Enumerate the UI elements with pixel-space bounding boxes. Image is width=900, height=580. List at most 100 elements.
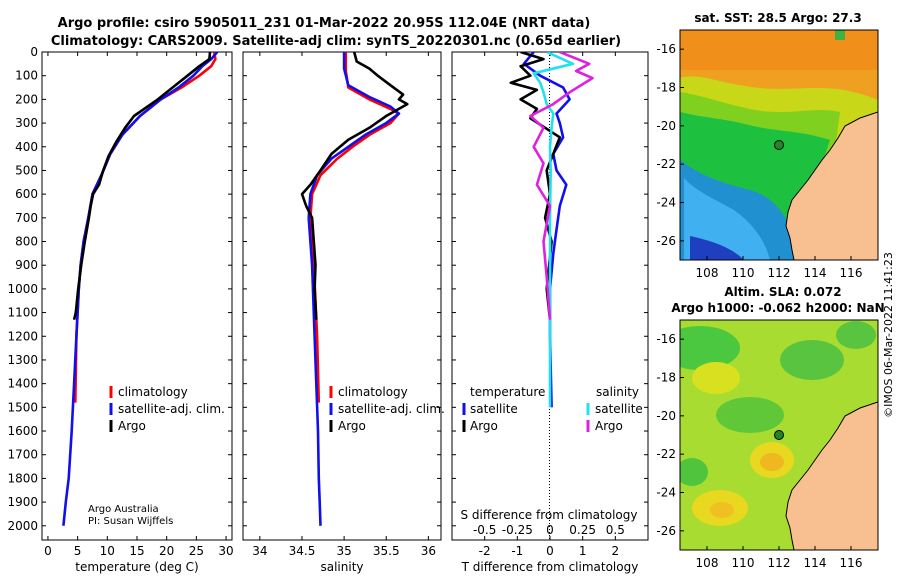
series-argo — [300, 52, 409, 320]
salinity-axes-frame — [242, 51, 442, 541]
lat-tick-label: -20 — [656, 409, 676, 423]
y-tick-label: 500 — [15, 163, 38, 177]
x-tick-label: 5 — [74, 544, 82, 558]
sst-argo-marker — [774, 140, 784, 150]
lat-tick-label: -22 — [656, 447, 676, 461]
credit-line1: Argo Australia — [88, 504, 159, 515]
lon-tick-label: 112 — [768, 556, 791, 570]
y-tick-label: 1700 — [7, 448, 38, 462]
legend-label-satellite: satellite-adj. clim. — [338, 402, 445, 416]
legend-title-temperature: temperature — [470, 385, 545, 399]
legend-label-argo: Argo — [338, 419, 366, 433]
legend-label-t-argo: Argo — [470, 419, 498, 433]
sst-map: sat. SST: 28.5 Argo: 27.3 108 110 112 114 11… — [656, 11, 879, 280]
x-tick-label: 25 — [189, 544, 204, 558]
series-s-satellite — [532, 52, 575, 408]
x-tick-label: 0 — [546, 544, 554, 558]
sla-map-image — [680, 320, 878, 550]
y-tick-label: 2000 — [7, 519, 38, 533]
temperature-legend: climatology satellite-adj. clim. Argo — [109, 385, 225, 433]
s-tick-label: 0 — [546, 523, 554, 537]
figure-title-line2: Climatology: CARS2009. Satellite-adj cli… — [51, 34, 621, 49]
y-tick-label: 1600 — [7, 424, 38, 438]
y-tick-label: 100 — [15, 69, 38, 83]
y-tick-label: 800 — [15, 235, 38, 249]
series-s-argo — [529, 52, 594, 320]
legend-label-argo: Argo — [118, 419, 146, 433]
lat-tick-label: -24 — [656, 196, 676, 210]
y-tick-label: 1100 — [7, 306, 38, 320]
x-tick-label: 2 — [612, 544, 620, 558]
lon-tick-label: 110 — [732, 556, 755, 570]
lat-tick-label: -26 — [656, 524, 676, 538]
y-tick-label: 1300 — [7, 353, 38, 367]
legend-label-satellite: satellite-adj. clim. — [118, 402, 225, 416]
sla-argo-marker — [774, 430, 784, 440]
y-tick-label: 1900 — [7, 495, 38, 509]
lon-tick-label: 114 — [804, 266, 827, 280]
legend-label-t-satellite: satellite — [470, 402, 518, 416]
sst-map-title: sat. SST: 28.5 Argo: 27.3 — [694, 11, 861, 25]
temperature-xlabel: temperature (deg C) — [75, 560, 198, 574]
x-tick-label: 34.5 — [289, 544, 316, 558]
y-tick-label: 900 — [15, 258, 38, 272]
x-tick-label: 35.5 — [373, 544, 400, 558]
lon-tick-label: 114 — [804, 556, 827, 570]
x-tick-label: -1 — [511, 544, 523, 558]
x-tick-label: 1 — [579, 544, 587, 558]
s-tick-label: -0.25 — [502, 523, 533, 537]
y-tick-label: 700 — [15, 211, 38, 225]
x-tick-label: 15 — [129, 544, 144, 558]
credit-line2: PI: Susan Wijffels — [88, 516, 173, 527]
lon-tick-label: 112 — [768, 266, 791, 280]
x-tick-label: 20 — [159, 544, 174, 558]
y-tick-label: 1400 — [7, 377, 38, 391]
salinity-xlabel: salinity — [320, 560, 363, 574]
salinity-legend: climatology satellite-adj. clim. Argo — [329, 385, 445, 433]
y-tick-label: 600 — [15, 187, 38, 201]
difference-legend: temperature satellite Argo salinity sate… — [462, 385, 643, 433]
legend-label-s-satellite: satellite — [595, 402, 643, 416]
x-tick-label: 10 — [100, 544, 115, 558]
temperature-axes-frame — [41, 51, 233, 541]
y-tick-label: 1200 — [7, 329, 38, 343]
x-tick-label: 0 — [44, 544, 52, 558]
lat-tick-label: -16 — [656, 332, 676, 346]
lat-tick-label: -16 — [656, 42, 676, 56]
sst-map-image — [680, 30, 878, 260]
lat-tick-label: -18 — [656, 81, 676, 95]
sla-map: Altim. SLA: 0.072 Argo h1000: -0.062 h20… — [656, 285, 884, 570]
legend-label-climatology: climatology — [118, 385, 188, 399]
legend-label-s-argo: Argo — [595, 419, 623, 433]
s-tick-label: -0.5 — [473, 523, 496, 537]
y-tick-label: 1000 — [7, 282, 38, 296]
lat-tick-label: -22 — [656, 157, 676, 171]
sla-map-subtitle: Argo h1000: -0.062 h2000: NaN — [671, 301, 884, 315]
y-tick-label: 200 — [15, 92, 38, 106]
x-tick-label: -2 — [479, 544, 491, 558]
lat-tick-label: -18 — [656, 371, 676, 385]
x-tick-label: 36 — [421, 544, 436, 558]
timestamp: ©IMOS 06-Mar-2022 11:41:23 — [882, 252, 895, 418]
y-tick-label: 1500 — [7, 400, 38, 414]
y-tick-label: 0 — [30, 45, 38, 59]
lon-tick-label: 116 — [840, 266, 863, 280]
legend-label-climatology: climatology — [338, 385, 408, 399]
temperature-panel: 0 5 10 15 20 25 300100200300400500600700800900… — [7, 45, 233, 574]
x-tick-label: 30 — [218, 544, 233, 558]
lat-tick-label: -26 — [656, 234, 676, 248]
figure-title-line1: Argo profile: csiro 5905011_231 01-Mar-2… — [58, 16, 591, 31]
series-argo — [72, 52, 212, 321]
t-difference-label: T difference from climatology — [461, 560, 639, 574]
s-difference-label: S difference from climatology — [461, 508, 638, 522]
salinity-panel: 34 34.5 35 35.5 36 salinity climatology sate… — [242, 51, 445, 574]
y-tick-label: 300 — [15, 116, 38, 130]
legend-title-salinity: salinity — [596, 385, 639, 399]
lon-tick-label: 116 — [840, 556, 863, 570]
s-tick-label: 0.25 — [569, 523, 596, 537]
y-tick-label: 400 — [15, 140, 38, 154]
x-tick-label: 35 — [336, 544, 351, 558]
series-climatology — [309, 52, 401, 403]
lat-tick-label: -24 — [656, 486, 676, 500]
